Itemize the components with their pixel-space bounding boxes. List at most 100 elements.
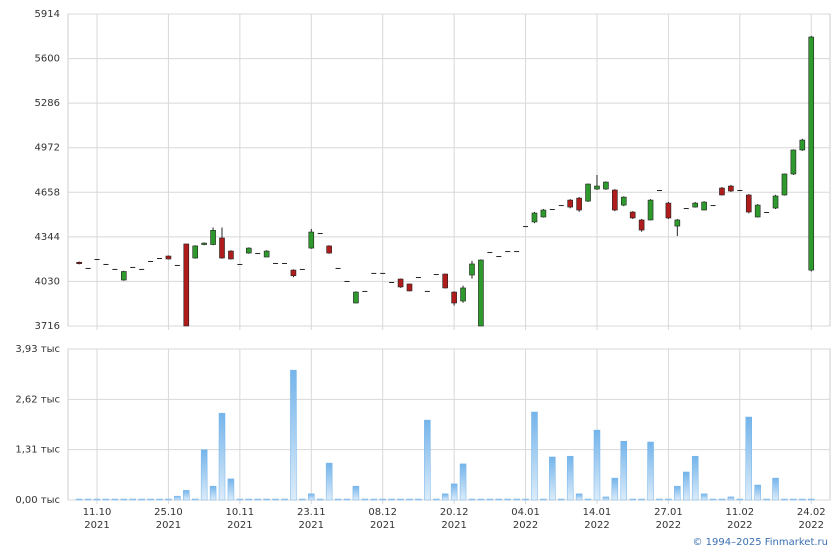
candle-body [505,251,511,253]
y-tick-label: 3716 [35,321,60,332]
candle-body [317,233,323,235]
volume-bar [433,498,440,501]
x-tick-label: 2022 [799,520,824,531]
volume-bar [575,493,583,501]
x-tick-label: 2022 [656,520,681,531]
y-tick-label: 4344 [35,232,60,243]
volume-bar [397,498,404,501]
candle-body [389,281,395,283]
volume-bar [84,498,92,501]
volume-bar [638,498,645,501]
volume-bar [549,456,556,501]
candle-body [620,196,627,206]
candle-body [326,245,332,254]
candle-body [165,255,172,260]
volume-bar [343,498,351,501]
candle-body [139,268,145,270]
volume-bar [709,498,717,501]
candle-body [112,268,118,270]
volume-bar [227,478,235,501]
candle-body [85,267,91,269]
volume-bar [593,429,601,501]
x-tick-label: 2021 [84,520,109,531]
candle-body [764,212,770,214]
x-tick-label: 24.02 [797,507,826,518]
volume-tick-label: 3,93 тыс [15,344,60,355]
volume-bar [522,498,529,501]
candle-body [665,202,672,219]
x-tick-label: 20.12 [440,507,469,518]
volume-bar [129,498,136,501]
candle-body [228,250,234,260]
candle-body [683,208,689,210]
x-tick-label: 25.10 [154,507,183,518]
volume-bar [236,498,244,501]
x-tick-label: 04.01 [511,507,540,518]
candle-body [308,231,315,249]
candle-body [710,205,716,207]
volume-bar [111,498,119,501]
y-tick-label: 4972 [35,143,60,154]
volume-bar [415,498,422,501]
candle-body [496,256,502,258]
volume-bar [736,498,744,501]
candle-body [656,190,662,192]
candle-body [737,190,743,192]
volume-bar [334,498,342,501]
candle-body [701,201,707,211]
candle-body [380,272,386,274]
candle-body [514,251,520,253]
candle-body [540,209,547,218]
y-tick-label: 4030 [35,276,60,287]
candle-body [237,263,243,265]
footer[interactable]: © 1994–2025 Finmarket.ru [692,537,828,548]
volume-bar [808,498,815,501]
candle-body [201,242,207,245]
x-tick-label: 2021 [156,520,181,531]
volume-bar [540,498,547,501]
candle-body [174,264,180,266]
candle-body [594,185,600,190]
candle-body [120,271,127,281]
candle-body [263,250,270,258]
volume-bar [566,455,574,501]
candle-body [282,262,288,264]
x-tick-label: 2021 [370,520,395,531]
volume-bar [459,463,467,501]
x-tick-label: 27.01 [654,507,683,518]
volume-bar [772,477,779,501]
candle-body [469,263,475,276]
volume-bar [531,411,538,501]
volume-bar [120,498,128,501]
volume-bar [361,498,369,501]
volume-bar [370,498,378,501]
candle-body [478,259,484,327]
candle-body [585,183,591,202]
candle-body [728,185,734,192]
volume-bar [656,498,663,501]
candle-body [219,237,225,259]
candle-body [76,261,82,264]
x-tick-label: 2022 [727,520,752,531]
candle-body [647,199,654,221]
candle-body [290,269,297,277]
candle-body [371,272,377,274]
x-tick-label: 10.11 [226,507,255,518]
candle-body [130,266,136,268]
candle-body [442,273,449,289]
volume-bar [790,498,797,501]
volume-bar [200,449,208,501]
candle-body [424,290,430,292]
x-tick-label: 23.11 [297,507,326,518]
volume-bar [477,498,485,501]
x-tick-label: 2021 [227,520,252,531]
volume-bar [263,498,270,501]
volume-tick-label: 0,00 тыс [15,495,60,506]
volume-bar [325,462,333,501]
candle-body [273,262,279,264]
volume-bar [558,498,565,501]
volume-bar [450,483,458,501]
volume-bar [254,498,261,501]
volume-bar [620,440,628,501]
volume-tick-label: 1,31 тыс [15,445,60,456]
